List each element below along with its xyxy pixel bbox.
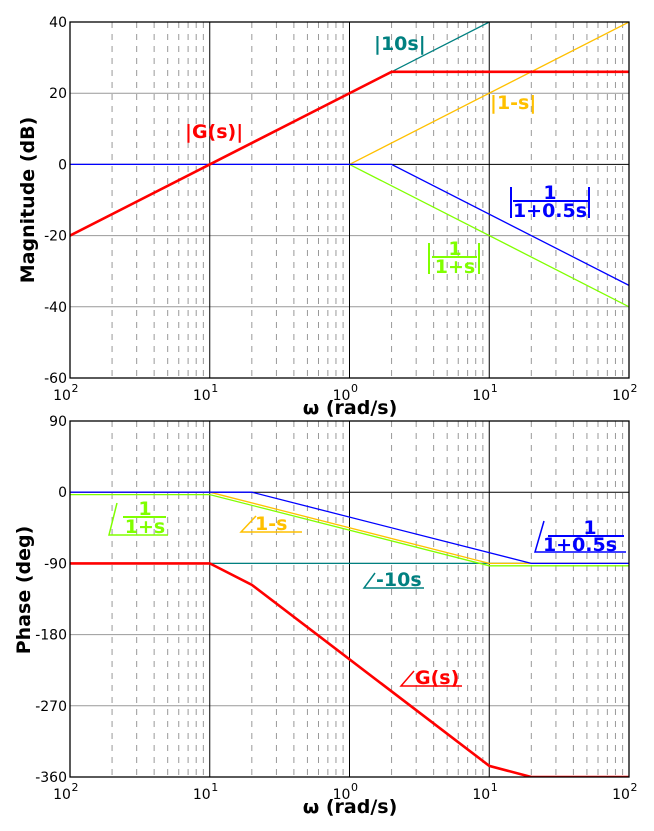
plot-frame xyxy=(69,21,630,379)
magnitude-x-axis-label: ω (rad/s) xyxy=(303,397,398,419)
y-tick-label: 0 xyxy=(58,485,67,501)
plot-frame xyxy=(69,420,630,778)
series-line-g-s xyxy=(70,562,629,777)
series-line-1-1-0-5s xyxy=(70,163,629,286)
x-tick-exponent: 0 xyxy=(351,382,358,395)
label-G-phase: G(s) xyxy=(399,667,462,689)
phase-y-axis-label: Phase (deg) xyxy=(13,526,35,655)
x-tick-label: 10 xyxy=(333,787,351,803)
series-line-g-s xyxy=(70,70,629,237)
x-tick-label: 10 xyxy=(333,388,351,404)
magnitude-annotations: |10s| |1-s| |G(s)| 1 1+0.5s 1 1+s xyxy=(185,33,590,278)
blue-phase-numerator: 1 xyxy=(583,517,596,539)
green-denominator: 1+s xyxy=(435,256,475,278)
blue-numerator: 1 xyxy=(543,182,556,204)
x-tick-exponent: 1 xyxy=(491,781,498,794)
label-G-magnitude: |G(s)| xyxy=(185,121,243,143)
blue-phase-denominator: 1+0.5s xyxy=(543,534,617,556)
x-tick-exponent: 2 xyxy=(631,781,638,794)
y-tick-label: -60 xyxy=(44,371,67,387)
green-numerator: 1 xyxy=(448,238,461,260)
y-tick-label: -360 xyxy=(35,770,67,786)
y-tick-label: -20 xyxy=(44,229,67,245)
x-tick-label: 10 xyxy=(472,787,490,803)
label-blue-phase: 1 1+0.5s xyxy=(534,517,626,556)
y-tick-label: -180 xyxy=(35,628,67,644)
x-tick-exponent: 2 xyxy=(631,382,638,395)
series-line-1-1-0-5s xyxy=(70,491,629,565)
label-blue-magnitude: 1 1+0.5s xyxy=(510,182,590,222)
phase-x-axis-label: ω (rad/s) xyxy=(303,796,398,818)
y-tick-label: 40 xyxy=(49,15,67,31)
label-green-phase: 1 1+s xyxy=(108,498,168,538)
x-tick-exponent: 0 xyxy=(351,781,358,794)
x-tick-exponent: 1 xyxy=(211,781,218,794)
minus-10s-phase-text: -10s xyxy=(376,569,422,591)
x-tick-label: 10 xyxy=(472,388,490,404)
green-phase-numerator: 1 xyxy=(138,498,151,520)
x-tick-label: 10 xyxy=(193,787,211,803)
x-tick-label: 10 xyxy=(612,787,630,803)
series-line-1-s xyxy=(349,22,629,165)
blue-denominator: 1+0.5s xyxy=(513,200,587,222)
y-tick-label: 90 xyxy=(49,414,67,430)
one-minus-s-phase-text: 1-s xyxy=(255,513,287,535)
magnitude-y-axis-label: Magnitude (dB) xyxy=(17,117,39,284)
label-1-minus-s-phase: 1-s xyxy=(239,513,302,535)
x-tick-label: 10 xyxy=(53,388,71,404)
y-tick-label: -40 xyxy=(44,300,67,316)
phase-annotations: 1 1+s 1-s 1 1+0.5s -10s G(s) xyxy=(108,498,626,689)
x-tick-exponent: 2 xyxy=(72,382,79,395)
label-minus-10s-phase: -10s xyxy=(362,569,424,591)
y-tick-label: -90 xyxy=(44,556,67,572)
label-10s-magnitude: |10s| xyxy=(374,33,426,55)
x-tick-label: 10 xyxy=(53,787,71,803)
x-tick-label: 10 xyxy=(612,388,630,404)
series-line-1-1-s xyxy=(70,493,629,567)
y-tick-label: -270 xyxy=(35,699,67,715)
y-tick-label: 20 xyxy=(49,86,67,102)
label-green-magnitude: 1 1+s xyxy=(428,238,480,278)
green-phase-denominator: 1+s xyxy=(125,516,165,538)
x-tick-exponent: 1 xyxy=(491,382,498,395)
x-tick-exponent: 2 xyxy=(72,781,79,794)
series-line-1-1-s xyxy=(349,163,629,308)
G-phase-text: G(s) xyxy=(415,667,459,689)
y-tick-label: 0 xyxy=(58,157,67,173)
x-tick-label: 10 xyxy=(193,388,211,404)
x-tick-exponent: 1 xyxy=(211,382,218,395)
label-1-minus-s-magnitude: |1-s| xyxy=(490,92,536,114)
